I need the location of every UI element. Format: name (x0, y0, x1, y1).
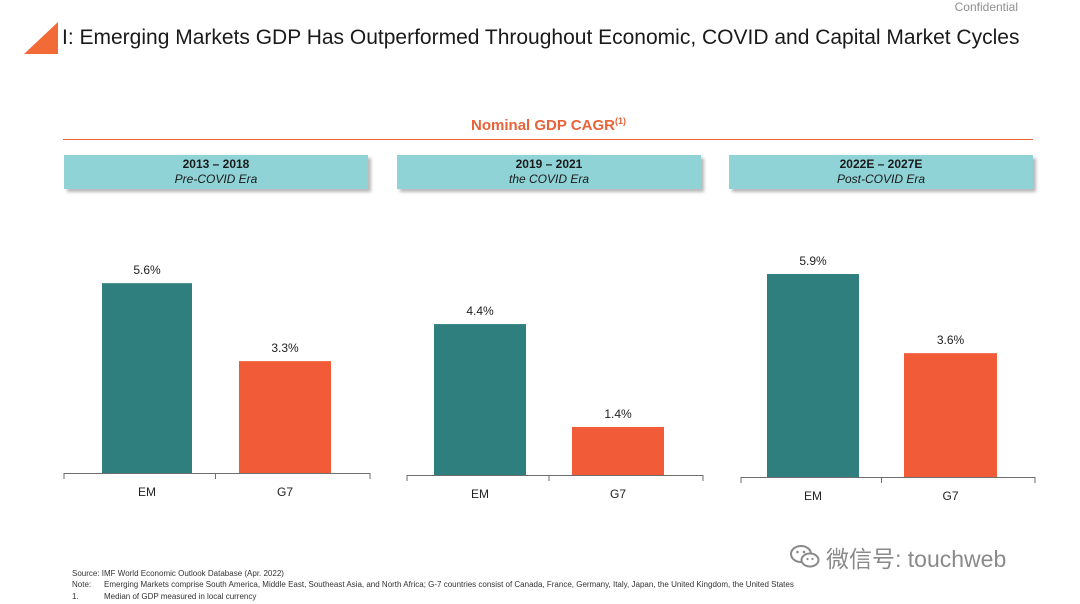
logo-triangle-icon (24, 22, 58, 54)
era-years: 2019 – 2021 (515, 157, 583, 171)
footnote-number: 1. (72, 592, 79, 601)
data-label-pre-covid-em: 5.6% (133, 263, 161, 277)
era-header-post-covid: 2022E – 2027E Post-COVID Era (729, 155, 1033, 189)
wechat-icon (790, 545, 820, 568)
section-title: Nominal GDP CAGR(1) (0, 116, 1080, 134)
tick-label-pre-covid-em: EM (138, 485, 156, 499)
watermark-text: 微信号: touchweb (826, 546, 1007, 572)
watermark: 微信号: touchweb (790, 540, 1006, 574)
footnote-text: Median of GDP measured in local currency (104, 592, 257, 601)
source-note: Source: IMF World Economic Outlook Datab… (72, 569, 284, 578)
era-years: 2022E – 2027E (839, 157, 923, 171)
bar-covid-em (434, 324, 526, 475)
tick-label-covid-g7: G7 (610, 487, 626, 501)
data-label-post-covid-g7: 3.6% (937, 333, 965, 347)
data-label-covid-g7: 1.4% (604, 407, 632, 421)
confidential-label: Confidential (954, 0, 1018, 14)
section-footnote-ref: (1) (614, 116, 626, 126)
footnote-note: Note: Emerging Markets comprise South Ame… (72, 580, 794, 590)
bar-pre-covid-g7 (239, 361, 331, 473)
note-label: Note: (72, 580, 92, 589)
bar-covid-g7 (572, 426, 664, 475)
section-divider (63, 139, 1033, 140)
tick-label-covid-em: EM (471, 487, 489, 501)
tick-label-post-covid-g7: G7 (942, 489, 958, 503)
data-label-post-covid-em: 5.9% (799, 254, 827, 268)
tick-label-pre-covid-g7: G7 (277, 485, 293, 499)
page-title: I: Emerging Markets GDP Has Outperformed… (62, 26, 1020, 49)
era-name: Pre-COVID Era (174, 172, 258, 186)
tick-label-post-covid-em: EM (804, 489, 822, 503)
era-name: the COVID Era (508, 172, 590, 186)
note-text: Emerging Markets comprise South America,… (104, 580, 794, 589)
bar-post-covid-g7 (904, 353, 997, 477)
era-header-pre-covid: 2013 – 2018 Pre-COVID Era (64, 155, 368, 189)
era-name: Post-COVID Era (836, 172, 926, 186)
era-header-covid: 2019 – 2021 the COVID Era (397, 155, 701, 189)
era-years: 2013 – 2018 (182, 157, 250, 171)
bar-pre-covid-em (102, 283, 192, 473)
data-label-covid-em: 4.4% (466, 304, 494, 318)
data-label-pre-covid-g7: 3.3% (271, 341, 299, 355)
section-title-text: Nominal GDP CAGR (471, 117, 615, 134)
footnote-1: 1. Median of GDP measured in local curren… (72, 592, 256, 602)
bar-post-covid-em (767, 274, 859, 477)
